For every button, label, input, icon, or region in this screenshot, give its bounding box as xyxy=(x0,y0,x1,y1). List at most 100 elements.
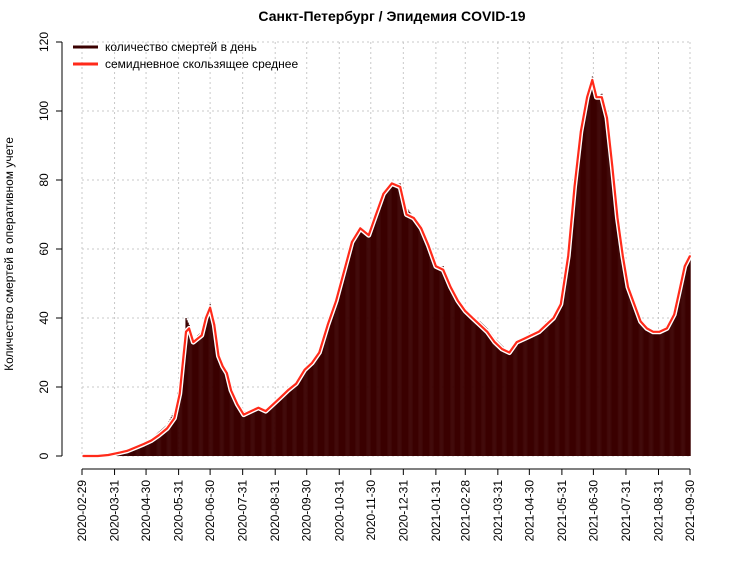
daily-bar xyxy=(418,222,420,456)
daily-bar xyxy=(628,286,630,456)
daily-bar xyxy=(525,337,527,456)
daily-bar xyxy=(401,191,404,456)
daily-bar xyxy=(599,95,601,456)
daily-bar xyxy=(547,320,549,456)
daily-bar xyxy=(310,363,312,456)
daily-bar xyxy=(493,337,495,456)
moving-average-point xyxy=(405,213,408,216)
daily-bar xyxy=(332,309,334,456)
moving-average-point xyxy=(343,268,346,271)
daily-bar xyxy=(579,136,581,456)
daily-bar xyxy=(598,95,600,456)
daily-bar xyxy=(474,318,476,456)
daily-bar xyxy=(621,242,623,456)
x-tick-label: 2021-05-31 xyxy=(555,480,569,542)
daily-bar xyxy=(404,203,407,456)
daily-bar xyxy=(590,79,593,456)
daily-bar xyxy=(563,280,565,456)
daily-bar xyxy=(289,388,291,456)
x-tick-label: 2020-11-30 xyxy=(364,480,378,541)
daily-bar xyxy=(415,219,417,456)
daily-bar xyxy=(170,417,172,456)
daily-bar xyxy=(582,116,584,456)
daily-bar xyxy=(164,426,166,456)
daily-bar xyxy=(663,327,665,456)
moving-average-point xyxy=(530,334,533,337)
daily-bar xyxy=(521,339,523,456)
daily-bar xyxy=(414,218,416,456)
daily-bar xyxy=(541,327,543,456)
daily-bar xyxy=(444,271,447,456)
moving-average-point xyxy=(367,234,370,236)
daily-bar xyxy=(535,333,537,456)
daily-bar xyxy=(577,154,579,456)
moving-average-point xyxy=(652,331,655,333)
daily-bar xyxy=(583,111,585,456)
daily-bar xyxy=(570,214,573,456)
daily-bar xyxy=(654,331,657,456)
daily-bar xyxy=(360,228,363,456)
daily-bar xyxy=(667,322,669,456)
daily-bar xyxy=(440,266,442,456)
moving-average-point xyxy=(552,317,555,319)
daily-bar xyxy=(292,386,294,456)
daily-bar xyxy=(146,440,148,456)
daily-bar xyxy=(136,445,138,456)
daily-bar xyxy=(326,328,328,456)
daily-bar xyxy=(556,312,558,456)
daily-bar xyxy=(242,410,244,456)
daily-bar xyxy=(451,285,453,456)
daily-bar xyxy=(458,301,460,456)
daily-bar xyxy=(212,319,214,456)
daily-bar xyxy=(154,434,157,456)
moving-average-point xyxy=(683,265,686,268)
daily-bar xyxy=(479,321,481,456)
daily-bar xyxy=(198,334,200,456)
daily-bar xyxy=(351,242,353,456)
moving-average-point xyxy=(119,451,121,454)
y-tick-label: 20 xyxy=(37,380,51,394)
daily-bar xyxy=(362,229,365,456)
daily-bar xyxy=(455,295,457,456)
daily-bar xyxy=(687,260,689,456)
daily-bar xyxy=(524,338,526,456)
moving-average-point xyxy=(427,244,430,247)
daily-bar xyxy=(361,229,364,456)
daily-bar xyxy=(333,306,335,456)
daily-bar xyxy=(191,337,193,456)
daily-bar xyxy=(544,322,546,456)
daily-bar xyxy=(559,306,561,456)
daily-bar xyxy=(402,195,405,456)
daily-bar xyxy=(537,332,539,456)
daily-bar xyxy=(195,336,198,456)
daily-bar xyxy=(264,410,266,456)
daily-bar xyxy=(142,442,144,456)
daily-bar xyxy=(206,314,208,456)
moving-average-point xyxy=(646,327,648,330)
daily-bar xyxy=(425,237,428,456)
daily-bar xyxy=(430,249,432,456)
daily-bar xyxy=(580,128,582,456)
moving-average-point xyxy=(82,455,84,457)
daily-bar xyxy=(446,276,449,456)
daily-bar xyxy=(132,446,135,456)
daily-bar xyxy=(501,345,503,456)
daily-bar xyxy=(470,315,472,456)
daily-bar xyxy=(607,121,609,456)
x-tick-label: 2020-07-31 xyxy=(236,480,250,542)
daily-bar xyxy=(571,203,574,456)
daily-bar xyxy=(603,100,605,457)
daily-bar xyxy=(280,396,283,456)
daily-bar xyxy=(357,231,359,456)
daily-bar xyxy=(471,316,473,456)
y-tick-label: 120 xyxy=(37,32,51,52)
daily-bar xyxy=(208,307,210,456)
daily-bar xyxy=(391,183,393,456)
daily-bar xyxy=(383,192,386,456)
daily-bar xyxy=(631,295,633,456)
daily-bar xyxy=(686,262,688,456)
daily-bar xyxy=(231,389,233,456)
daily-bar xyxy=(467,312,470,456)
moving-average-point xyxy=(600,96,603,98)
